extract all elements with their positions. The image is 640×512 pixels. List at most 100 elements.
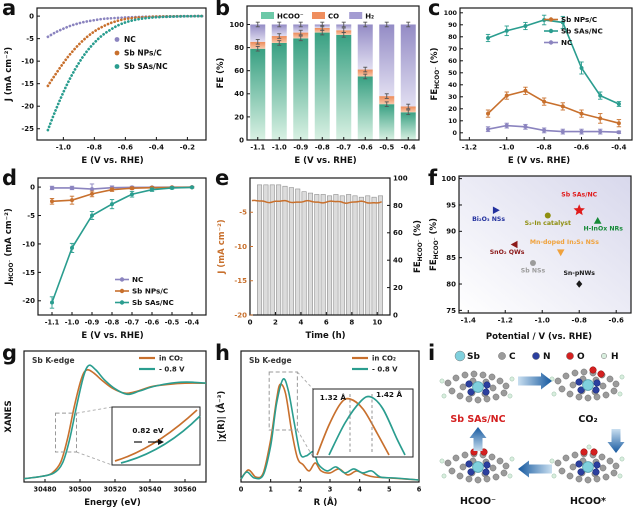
svg-text:N: N: [543, 352, 551, 362]
svg-text:in CO₂: in CO₂: [372, 355, 396, 363]
svg-text:100: 100: [441, 175, 456, 183]
svg-text:4: 4: [298, 319, 303, 327]
svg-text:30: 30: [448, 93, 457, 101]
svg-text:-15: -15: [21, 80, 34, 88]
svg-text:-20: -20: [21, 103, 34, 111]
svg-text:Energy (eV): Energy (eV): [84, 498, 141, 508]
chart-c-fe-hcoo-lines: -1.2 -1.0 -0.8 -0.6 -0.4 0 10 20 30 40 50 60 70 80 90 1…: [430, 7, 633, 166]
svg-text:Sb SAs/NC: Sb SAs/NC: [561, 27, 603, 36]
svg-text:FEHCOO⁻ (%): FEHCOO⁻ (%): [429, 218, 440, 271]
svg-text:Time (h): Time (h): [305, 331, 345, 341]
svg-text:-20: -20: [234, 311, 247, 319]
svg-text:-1.2: -1.2: [462, 144, 477, 152]
svg-text:NC: NC: [132, 275, 143, 284]
chart-g-xanes: 30480 30500 30520 30540 30560 Energy (eV) XANE…: [4, 350, 207, 508]
panel-letter-a: a: [2, 0, 17, 20]
svg-text:-10: -10: [234, 243, 247, 251]
svg-text:-0.7: -0.7: [336, 144, 351, 152]
svg-text:-5: -5: [27, 212, 35, 220]
svg-text:1.32 Å: 1.32 Å: [320, 393, 347, 402]
svg-text:0: 0: [393, 311, 398, 319]
svg-text:-10: -10: [21, 58, 34, 66]
svg-text:-1.1: -1.1: [250, 144, 265, 152]
chart-b-faradaic-efficiency-bars: -1.1 -1.0 -0.9 -0.8 -0.7 -0.6 -0.5 -0.4 0 20 40 60 8…: [216, 5, 420, 166]
svg-text:-15: -15: [234, 277, 247, 285]
svg-text:Sb SAs/NC: Sb SAs/NC: [450, 414, 505, 425]
svg-text:20: 20: [234, 113, 244, 121]
svg-text:C: C: [509, 352, 516, 362]
panel-letter-d: d: [2, 166, 18, 190]
panel-b: b -1.1 -1.0 -0.9 -0.8 -0.7 -0.6 -0.5 -0.4 0 20 40 6…: [213, 0, 426, 170]
svg-text:0.82 eV: 0.82 eV: [132, 426, 163, 435]
svg-text:40: 40: [448, 81, 457, 89]
svg-text:90: 90: [446, 228, 456, 236]
svg-text:FE (%): FE (%): [216, 57, 226, 88]
svg-text:20: 20: [448, 105, 457, 113]
panel-h: h 0 1 2 3 4 5 6 R (Å) |χ(R)| (Å⁻³) Sb K-edge in CO…: [213, 341, 426, 512]
svg-text:100: 100: [229, 21, 244, 29]
svg-text:Sb NPs/C: Sb NPs/C: [561, 15, 597, 24]
svg-text:30480: 30480: [34, 486, 57, 494]
svg-text:|χ(R)| (Å⁻³): |χ(R)| (Å⁻³): [216, 391, 227, 443]
svg-text:2: 2: [273, 319, 278, 327]
panel-letter-f: f: [428, 166, 438, 190]
svg-text:Sb K-edge: Sb K-edge: [249, 356, 292, 365]
svg-text:100: 100: [393, 174, 408, 182]
svg-text:-0.6: -0.6: [358, 144, 373, 152]
svg-text:-1.0: -1.0: [535, 317, 550, 325]
svg-text:J (mA cm⁻²): J (mA cm⁻²): [4, 47, 14, 103]
svg-text:75: 75: [446, 307, 456, 315]
svg-text:70: 70: [448, 45, 457, 53]
svg-text:20: 20: [393, 284, 403, 292]
svg-text:-0.8: -0.8: [572, 317, 587, 325]
svg-text:-0.6: -0.6: [145, 319, 160, 327]
svg-text:O: O: [577, 352, 585, 362]
svg-text:E (V vs. RHE): E (V vs. RHE): [81, 156, 143, 166]
svg-text:95: 95: [446, 201, 456, 209]
svg-text:FEHCOO⁻ (%): FEHCOO⁻ (%): [430, 47, 441, 100]
svg-text:-0.8: -0.8: [105, 319, 120, 327]
svg-text:40: 40: [393, 257, 403, 265]
svg-text:10: 10: [448, 117, 457, 125]
svg-text:E (V vs. RHE): E (V vs. RHE): [294, 156, 356, 166]
svg-text:- 0.8 V: - 0.8 V: [372, 366, 398, 374]
svg-text:1.42 Å: 1.42 Å: [376, 390, 403, 399]
chart-d-partial-current: -1.1 -1.0 -0.9 -0.8 -0.7 -0.6 -0.5 -0.4 0 -5 -10 -1…: [4, 177, 207, 341]
svg-text:8: 8: [349, 319, 354, 327]
svg-text:R (Å): R (Å): [314, 497, 338, 508]
svg-text:90: 90: [448, 21, 457, 29]
svg-text:Mn-doped In₂S₃ NSs: Mn-doped In₂S₃ NSs: [530, 239, 599, 246]
chart-h-exafs: 0 1 2 3 4 5 6 R (Å) |χ(R)| (Å⁻³) Sb K-edge in CO₂ -…: [216, 350, 422, 508]
svg-text:-5: -5: [26, 35, 34, 43]
svg-text:6: 6: [417, 486, 422, 494]
svg-text:100: 100: [444, 9, 458, 17]
svg-text:-20: -20: [22, 297, 35, 305]
panel-i: i Sb C N O H Sb SAs/NC CO₂ HCOO* HCOO⁻: [426, 341, 640, 512]
svg-text:0: 0: [248, 319, 253, 327]
svg-text:-1.2: -1.2: [498, 317, 513, 325]
svg-text:30540: 30540: [139, 486, 162, 494]
panel-letter-c: c: [428, 0, 441, 20]
panel-e: e 0 2 4 6 8 10 -5 -10 -15 -20 0 20 40 60 80 100 Time (h)…: [213, 166, 426, 345]
svg-text:- 0.8 V: - 0.8 V: [159, 366, 185, 374]
svg-text:-10: -10: [22, 240, 35, 248]
svg-text:Sb SAs/NC: Sb SAs/NC: [124, 62, 168, 71]
svg-text:-1.4: -1.4: [461, 317, 476, 325]
svg-text:E (V vs. RHE): E (V vs. RHE): [81, 331, 143, 341]
svg-text:3: 3: [328, 486, 333, 494]
panel-f: f -1.4 -1.2 -1.0 -0.8 -0.6 75 80 85 90 95 100 Poten…: [426, 166, 640, 345]
svg-text:-0.2: -0.2: [180, 144, 195, 152]
svg-text:-0.9: -0.9: [293, 144, 308, 152]
svg-text:30500: 30500: [69, 486, 92, 494]
panel-letter-h: h: [215, 341, 230, 365]
svg-text:J (mA cm⁻²): J (mA cm⁻²): [217, 219, 227, 275]
svg-text:NC: NC: [561, 38, 572, 47]
svg-text:0: 0: [29, 13, 34, 21]
svg-text:6: 6: [324, 319, 329, 327]
svg-text:E (V vs. RHE): E (V vs. RHE): [508, 156, 570, 166]
svg-text:0: 0: [239, 486, 244, 494]
svg-text:-1.0: -1.0: [499, 144, 514, 152]
panel-letter-i: i: [428, 341, 436, 365]
svg-text:CO₂: CO₂: [578, 414, 597, 425]
svg-text:-1.0: -1.0: [56, 144, 71, 152]
